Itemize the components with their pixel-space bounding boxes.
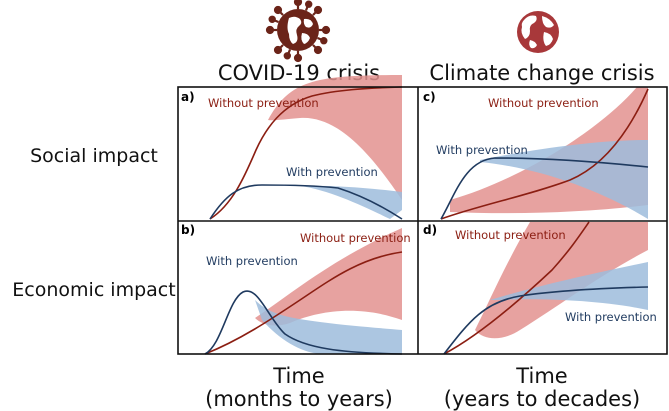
x-axis-label-covid-line1: Time bbox=[272, 364, 324, 388]
panel-d: d) Without prevention With prevention bbox=[423, 221, 657, 355]
panel-c-letter: c) bbox=[423, 90, 436, 104]
panel-c-without-label: Without prevention bbox=[488, 96, 599, 110]
x-axis-label-climate-line2: (years to decades) bbox=[444, 387, 640, 411]
panel-b-with-line bbox=[204, 290, 403, 355]
panel-d-letter: d) bbox=[423, 223, 437, 237]
panel-a-with-line bbox=[209, 184, 403, 220]
x-axis-label-climate-line1: Time bbox=[515, 364, 567, 388]
panel-a-letter: a) bbox=[181, 90, 195, 104]
coronavirus-icon bbox=[265, 0, 331, 63]
panel-b-without-line bbox=[204, 251, 403, 355]
panel-a-without-line bbox=[209, 86, 403, 220]
panel-a-with-label: With prevention bbox=[286, 165, 378, 179]
panel-a-without-band bbox=[268, 75, 402, 200]
panel-d-without-line bbox=[443, 221, 590, 355]
panel-c-without-line bbox=[440, 88, 649, 220]
row-label-economic: Economic impact bbox=[12, 279, 175, 301]
panel-a-with-band bbox=[300, 185, 402, 219]
x-axis-label-covid-line2: (months to years) bbox=[205, 387, 393, 411]
panel-d-with-line bbox=[443, 286, 649, 355]
panel-d-with-label: With prevention bbox=[565, 310, 657, 324]
panel-a: a) Without prevention With prevention bbox=[181, 75, 403, 220]
panel-b-without-band bbox=[255, 228, 402, 326]
panel-b-without-label: Without prevention bbox=[300, 231, 411, 245]
globe-icon bbox=[517, 11, 559, 53]
panel-b: b) Without prevention With prevention bbox=[181, 223, 411, 355]
panel-c: c) Without prevention With prevention bbox=[423, 87, 649, 220]
panel-c-with-line bbox=[440, 157, 649, 220]
panel-grid bbox=[177, 86, 668, 355]
panel-c-with-band bbox=[480, 140, 648, 219]
panel-b-with-label: With prevention bbox=[206, 254, 298, 268]
column-title-climate: Climate change crisis bbox=[429, 61, 654, 85]
panel-a-without-label: Without prevention bbox=[208, 96, 319, 110]
panel-d-without-label: Without prevention bbox=[455, 228, 566, 242]
row-label-social: Social impact bbox=[30, 145, 158, 167]
panel-d-without-band bbox=[475, 222, 648, 339]
panel-d-with-band bbox=[490, 262, 648, 310]
panel-c-with-label: With prevention bbox=[436, 143, 528, 157]
panel-b-with-band bbox=[255, 300, 402, 354]
panel-b-letter: b) bbox=[181, 223, 195, 237]
